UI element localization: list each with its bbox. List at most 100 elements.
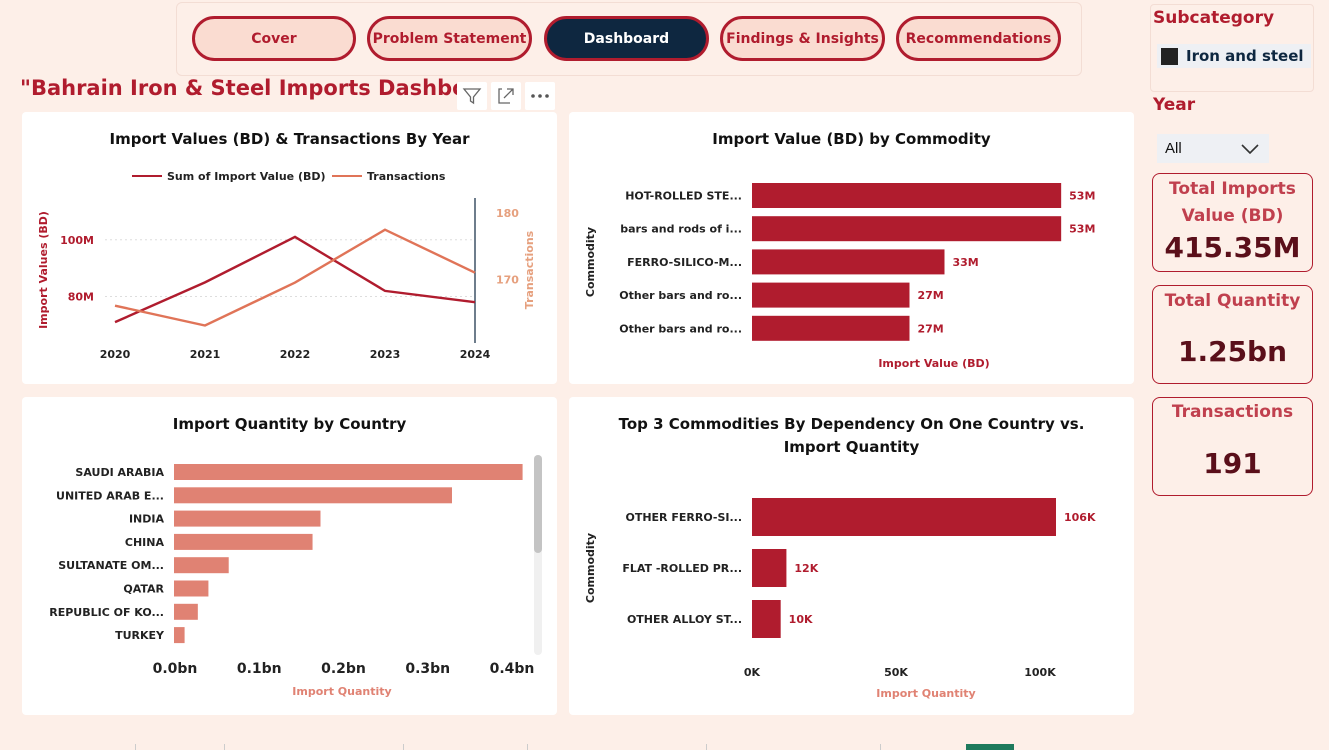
- chart-title: Import Values (BD) & Transactions By Yea…: [109, 130, 470, 148]
- data-label: 10K: [789, 613, 813, 626]
- category-label: HOT-ROLLED STE...: [625, 190, 742, 203]
- dependency-chart-card: Top 3 Commodities By Dependency On One C…: [569, 397, 1134, 715]
- bar: [752, 249, 945, 275]
- kpi-label: Total Imports: [1169, 179, 1296, 199]
- x-axis-label: Import Quantity: [876, 687, 975, 700]
- bar: [174, 487, 452, 504]
- category-label: INDIA: [129, 513, 165, 526]
- x-tick-label: 2020: [100, 348, 131, 361]
- x-tick-label: 0.3bn: [405, 661, 450, 677]
- nav-findings-button[interactable]: Findings & Insights: [720, 16, 885, 61]
- x-axis-label: Import Quantity: [292, 685, 391, 698]
- focus-mode-icon[interactable]: [491, 82, 521, 110]
- category-label: FLAT -ROLLED PR...: [622, 562, 742, 575]
- subcategory-slicer: [1150, 4, 1314, 92]
- subcategory-option-iron-and-steel[interactable]: Iron and steel: [1157, 44, 1311, 68]
- y-axis-label: Import Values (BD): [37, 211, 50, 329]
- category-label: QATAR: [123, 583, 164, 596]
- x-tick-label: 0K: [744, 666, 761, 679]
- more-options-icon[interactable]: [525, 82, 555, 110]
- country-chart-card: Import Quantity by Country SAUDI ARABIA U…: [22, 397, 557, 715]
- scrollbar-thumb[interactable]: [534, 455, 542, 553]
- category-label: Other bars and ro...: [619, 289, 742, 302]
- chart-title: Import Quantity by Country: [172, 415, 407, 433]
- data-label: 106K: [1064, 511, 1096, 524]
- bar: [174, 510, 321, 527]
- checkbox-checked-icon[interactable]: [1161, 47, 1178, 65]
- legend-label: Sum of Import Value (BD): [167, 170, 326, 183]
- kpi-value: 191: [1203, 447, 1262, 480]
- category-label: OTHER ALLOY ST...: [627, 613, 742, 626]
- x-tick-label: 2021: [190, 348, 221, 361]
- kpi-transactions-card: Transactions 191: [1152, 397, 1313, 496]
- category-label: OTHER FERRO-SI...: [625, 511, 742, 524]
- bar: [752, 549, 787, 587]
- category-label: Other bars and ro...: [619, 322, 742, 335]
- series-line: [114, 235, 476, 324]
- y-tick-label: 100M: [60, 234, 94, 247]
- kpi-label: Transactions: [1171, 402, 1294, 422]
- x-tick-label: 0.2bn: [321, 661, 366, 677]
- bar: [174, 580, 209, 597]
- chart-title: Top 3 Commodities By Dependency On One C…: [618, 415, 1085, 456]
- line-chart-card: Import Values (BD) & Transactions By Yea…: [22, 112, 557, 384]
- y2-tick-label: 180: [496, 207, 519, 220]
- bar: [752, 282, 910, 308]
- page-tabs-strip: [135, 744, 1014, 750]
- country-bar-chart[interactable]: SAUDI ARABIA UNITED ARAB E... INDIA CHINA SU…: [22, 397, 557, 715]
- x-axis-label: Import Value (BD): [878, 357, 989, 370]
- nav-cover-button[interactable]: Cover: [192, 16, 356, 61]
- bar: [174, 603, 198, 620]
- series-line: [114, 228, 476, 327]
- category-label: TURKEY: [115, 629, 165, 642]
- dependency-bar-chart[interactable]: OTHER FERRO-SI... 106K FLAT -ROLLED PR... 1…: [569, 397, 1134, 715]
- data-label: 27M: [918, 289, 944, 302]
- kpi-total-quantity-card: Total Quantity 1.25bn: [1152, 285, 1313, 384]
- y-axis-label: Commodity: [584, 227, 597, 297]
- commodity-bar-chart[interactable]: HOT-ROLLED STE... 53M bars and rods of i..…: [569, 112, 1134, 384]
- legend-label: Transactions: [367, 170, 446, 183]
- chart-title: Import Value (BD) by Commodity: [712, 130, 991, 148]
- category-label: UNITED ARAB E...: [56, 489, 164, 502]
- commodity-chart-card: Import Value (BD) by Commodity HOT-ROLLE…: [569, 112, 1134, 384]
- bar: [752, 600, 781, 638]
- bar: [752, 498, 1056, 536]
- kpi-value: 415.35M: [1164, 231, 1301, 264]
- bar: [752, 183, 1062, 208]
- y2-tick-label: 170: [496, 273, 519, 286]
- kpi-value: 1.25bn: [1177, 335, 1288, 368]
- category-label: bars and rods of i...: [620, 223, 742, 236]
- year-dropdown-value: All: [1165, 140, 1182, 157]
- nav-problem-statement-button[interactable]: Problem Statement: [367, 16, 532, 61]
- x-tick-label: 0.4bn: [490, 661, 535, 677]
- x-tick-label: 2024: [460, 348, 491, 361]
- nav-recommendations-button[interactable]: Recommendations: [896, 16, 1061, 61]
- bar: [174, 533, 313, 550]
- data-label: 53M: [1069, 223, 1095, 236]
- kpi-label: Value (BD): [1181, 206, 1284, 226]
- x-tick-label: 50K: [884, 666, 908, 679]
- category-label: SULTANATE OM...: [58, 559, 164, 572]
- nav-dashboard-button[interactable]: Dashboard: [544, 16, 709, 61]
- visual-header-toolbar: [457, 82, 555, 110]
- x-tick-label: 100K: [1024, 666, 1056, 679]
- data-label: 53M: [1069, 190, 1095, 203]
- bar: [752, 216, 1062, 242]
- filter-icon[interactable]: [457, 82, 487, 110]
- category-label: REPUBLIC OF KO...: [49, 606, 164, 619]
- year-dropdown[interactable]: All: [1157, 134, 1269, 163]
- x-tick-label: 0.1bn: [237, 661, 282, 677]
- chevron-down-icon: [1241, 143, 1259, 154]
- active-page-tab[interactable]: [966, 744, 1014, 750]
- line-chart[interactable]: Sum of Import Value (BD) Transactions 80M 1…: [22, 112, 557, 384]
- subcategory-slicer-title: Subcategory: [1153, 8, 1275, 28]
- kpi-total-imports-card: Total Imports Value (BD) 415.35M: [1152, 173, 1313, 272]
- bar: [174, 557, 229, 574]
- category-label: SAUDI ARABIA: [75, 466, 164, 479]
- bar: [174, 464, 523, 480]
- category-label: FERRO-SILICO-M...: [627, 256, 742, 269]
- data-label: 33M: [953, 256, 979, 269]
- x-tick-label: 2023: [370, 348, 401, 361]
- data-label: 27M: [918, 322, 944, 335]
- year-slicer-title: Year: [1153, 95, 1196, 115]
